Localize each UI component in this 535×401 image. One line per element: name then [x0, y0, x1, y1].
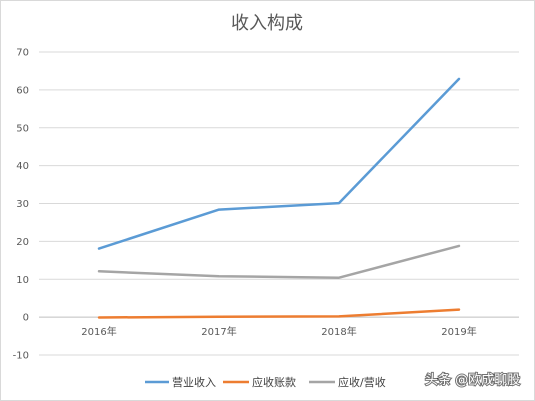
- y-tick-label: 60: [16, 85, 29, 96]
- x-tick-label: 2016年: [81, 325, 116, 338]
- y-tick-label: 40: [16, 161, 29, 172]
- legend-label-0: 营业收入: [172, 375, 216, 389]
- watermark: 头条 @欧成聊股: [424, 371, 521, 389]
- x-axis-ticks: 2016年 2017年 2018年 2019年: [81, 325, 476, 338]
- y-tick-label: -10: [13, 351, 29, 362]
- series-line-0: [97, 77, 461, 250]
- y-tick-label: 20: [16, 237, 29, 248]
- y-tick-label: 10: [16, 275, 29, 286]
- series-line-2: [97, 244, 461, 279]
- legend-label-1: 应收账款: [252, 375, 296, 389]
- watermark-text: 头条 @欧成聊股: [425, 372, 520, 388]
- y-axis-ticks: 70 60 50 40 30 20 10 0 -10: [13, 48, 29, 362]
- y-tick-label: 0: [23, 313, 29, 324]
- chart-title: 收入构成: [231, 13, 303, 34]
- x-tick-label: 2017年: [201, 325, 236, 338]
- series-lines: [97, 77, 461, 319]
- series-line-1: [97, 308, 461, 319]
- legend: 营业收入 应收账款 应收/营收: [145, 375, 386, 389]
- y-tick-label: 70: [16, 48, 29, 59]
- y-tick-label: 50: [16, 123, 29, 134]
- x-tick-label: 2019年: [441, 325, 476, 338]
- legend-label-2: 应收/营收: [338, 375, 386, 389]
- y-tick-label: 30: [16, 199, 29, 210]
- x-tick-label: 2018年: [321, 325, 356, 338]
